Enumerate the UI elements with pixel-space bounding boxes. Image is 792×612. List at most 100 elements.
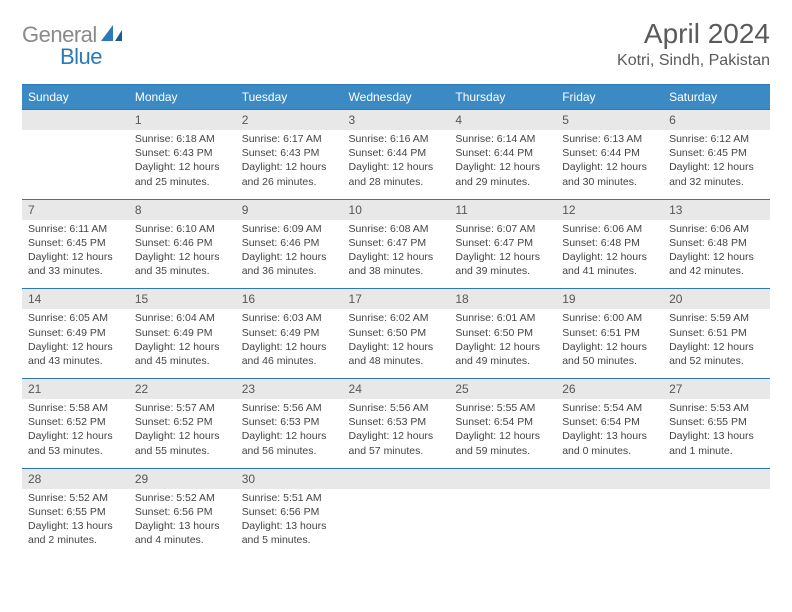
day-number	[556, 469, 663, 489]
day-number: 17	[343, 289, 450, 309]
day-number: 30	[236, 469, 343, 489]
day-number	[343, 469, 450, 489]
day-number: 28	[22, 469, 129, 489]
day-details: Sunrise: 6:17 AMSunset: 6:43 PMDaylight:…	[236, 130, 343, 199]
day-header: Wednesday	[343, 85, 450, 110]
day-details: Sunrise: 6:01 AMSunset: 6:50 PMDaylight:…	[449, 309, 556, 378]
calendar-day-cell: 28Sunrise: 5:52 AMSunset: 6:55 PMDayligh…	[22, 468, 129, 557]
day-number: 19	[556, 289, 663, 309]
day-number: 7	[22, 200, 129, 220]
day-header: Thursday	[449, 85, 556, 110]
day-number: 16	[236, 289, 343, 309]
day-number: 29	[129, 469, 236, 489]
day-details: Sunrise: 5:52 AMSunset: 6:55 PMDaylight:…	[22, 489, 129, 558]
day-number: 3	[343, 110, 450, 130]
day-details: Sunrise: 5:59 AMSunset: 6:51 PMDaylight:…	[663, 309, 770, 378]
day-number: 10	[343, 200, 450, 220]
day-number: 25	[449, 379, 556, 399]
calendar-day-cell: 3Sunrise: 6:16 AMSunset: 6:44 PMDaylight…	[343, 110, 450, 200]
day-number: 24	[343, 379, 450, 399]
day-number: 14	[22, 289, 129, 309]
day-header: Monday	[129, 85, 236, 110]
day-number: 9	[236, 200, 343, 220]
day-details: Sunrise: 6:10 AMSunset: 6:46 PMDaylight:…	[129, 220, 236, 289]
calendar-day-cell: 20Sunrise: 5:59 AMSunset: 6:51 PMDayligh…	[663, 289, 770, 379]
day-details: Sunrise: 5:56 AMSunset: 6:53 PMDaylight:…	[236, 399, 343, 468]
calendar-day-cell: 10Sunrise: 6:08 AMSunset: 6:47 PMDayligh…	[343, 199, 450, 289]
day-details: Sunrise: 6:18 AMSunset: 6:43 PMDaylight:…	[129, 130, 236, 199]
day-header: Tuesday	[236, 85, 343, 110]
day-number: 13	[663, 200, 770, 220]
day-number: 21	[22, 379, 129, 399]
calendar-empty-cell	[556, 468, 663, 557]
calendar-day-cell: 19Sunrise: 6:00 AMSunset: 6:51 PMDayligh…	[556, 289, 663, 379]
day-details: Sunrise: 5:55 AMSunset: 6:54 PMDaylight:…	[449, 399, 556, 468]
day-details: Sunrise: 6:11 AMSunset: 6:45 PMDaylight:…	[22, 220, 129, 289]
calendar-day-cell: 14Sunrise: 6:05 AMSunset: 6:49 PMDayligh…	[22, 289, 129, 379]
day-number: 5	[556, 110, 663, 130]
day-details: Sunrise: 6:00 AMSunset: 6:51 PMDaylight:…	[556, 309, 663, 378]
day-details: Sunrise: 6:03 AMSunset: 6:49 PMDaylight:…	[236, 309, 343, 378]
day-details: Sunrise: 6:06 AMSunset: 6:48 PMDaylight:…	[663, 220, 770, 289]
day-header: Friday	[556, 85, 663, 110]
calendar-day-cell: 26Sunrise: 5:54 AMSunset: 6:54 PMDayligh…	[556, 379, 663, 469]
title-block: April 2024 Kotri, Sindh, Pakistan	[617, 18, 770, 70]
day-number: 27	[663, 379, 770, 399]
calendar-day-cell: 11Sunrise: 6:07 AMSunset: 6:47 PMDayligh…	[449, 199, 556, 289]
day-details: Sunrise: 6:07 AMSunset: 6:47 PMDaylight:…	[449, 220, 556, 289]
day-details: Sunrise: 6:06 AMSunset: 6:48 PMDaylight:…	[556, 220, 663, 289]
calendar-day-cell: 12Sunrise: 6:06 AMSunset: 6:48 PMDayligh…	[556, 199, 663, 289]
calendar-day-cell: 1Sunrise: 6:18 AMSunset: 6:43 PMDaylight…	[129, 110, 236, 200]
day-number: 6	[663, 110, 770, 130]
day-details: Sunrise: 5:52 AMSunset: 6:56 PMDaylight:…	[129, 489, 236, 558]
calendar-day-cell: 24Sunrise: 5:56 AMSunset: 6:53 PMDayligh…	[343, 379, 450, 469]
day-details: Sunrise: 6:14 AMSunset: 6:44 PMDaylight:…	[449, 130, 556, 199]
calendar-day-cell: 21Sunrise: 5:58 AMSunset: 6:52 PMDayligh…	[22, 379, 129, 469]
day-number	[22, 110, 129, 130]
day-header-row: SundayMondayTuesdayWednesdayThursdayFrid…	[22, 85, 770, 110]
calendar-day-cell: 16Sunrise: 6:03 AMSunset: 6:49 PMDayligh…	[236, 289, 343, 379]
calendar-empty-cell	[22, 110, 129, 200]
calendar-empty-cell	[663, 468, 770, 557]
day-header: Saturday	[663, 85, 770, 110]
day-number: 26	[556, 379, 663, 399]
day-details: Sunrise: 5:53 AMSunset: 6:55 PMDaylight:…	[663, 399, 770, 468]
calendar-day-cell: 17Sunrise: 6:02 AMSunset: 6:50 PMDayligh…	[343, 289, 450, 379]
day-number	[449, 469, 556, 489]
month-title: April 2024	[617, 18, 770, 50]
day-details: Sunrise: 6:02 AMSunset: 6:50 PMDaylight:…	[343, 309, 450, 378]
day-details: Sunrise: 6:16 AMSunset: 6:44 PMDaylight:…	[343, 130, 450, 199]
location-text: Kotri, Sindh, Pakistan	[617, 52, 770, 70]
calendar-empty-cell	[343, 468, 450, 557]
day-number: 2	[236, 110, 343, 130]
calendar-table: SundayMondayTuesdayWednesdayThursdayFrid…	[22, 84, 770, 557]
day-number: 18	[449, 289, 556, 309]
calendar-week-row: 1Sunrise: 6:18 AMSunset: 6:43 PMDaylight…	[22, 110, 770, 200]
day-details: Sunrise: 6:05 AMSunset: 6:49 PMDaylight:…	[22, 309, 129, 378]
calendar-empty-cell	[449, 468, 556, 557]
calendar-week-row: 7Sunrise: 6:11 AMSunset: 6:45 PMDaylight…	[22, 199, 770, 289]
logo-text-blue: Blue	[60, 44, 102, 70]
day-number: 12	[556, 200, 663, 220]
day-number: 15	[129, 289, 236, 309]
day-number: 8	[129, 200, 236, 220]
day-details: Sunrise: 6:13 AMSunset: 6:44 PMDaylight:…	[556, 130, 663, 199]
calendar-day-cell: 15Sunrise: 6:04 AMSunset: 6:49 PMDayligh…	[129, 289, 236, 379]
calendar-day-cell: 23Sunrise: 5:56 AMSunset: 6:53 PMDayligh…	[236, 379, 343, 469]
calendar-day-cell: 8Sunrise: 6:10 AMSunset: 6:46 PMDaylight…	[129, 199, 236, 289]
day-details: Sunrise: 6:12 AMSunset: 6:45 PMDaylight:…	[663, 130, 770, 199]
calendar-day-cell: 25Sunrise: 5:55 AMSunset: 6:54 PMDayligh…	[449, 379, 556, 469]
day-number	[663, 469, 770, 489]
day-number: 11	[449, 200, 556, 220]
day-number: 1	[129, 110, 236, 130]
calendar-week-row: 14Sunrise: 6:05 AMSunset: 6:49 PMDayligh…	[22, 289, 770, 379]
header: General April 2024 Kotri, Sindh, Pakista…	[22, 18, 770, 70]
day-header: Sunday	[22, 85, 129, 110]
day-number: 4	[449, 110, 556, 130]
calendar-week-row: 21Sunrise: 5:58 AMSunset: 6:52 PMDayligh…	[22, 379, 770, 469]
day-details: Sunrise: 6:08 AMSunset: 6:47 PMDaylight:…	[343, 220, 450, 289]
calendar-day-cell: 5Sunrise: 6:13 AMSunset: 6:44 PMDaylight…	[556, 110, 663, 200]
day-details: Sunrise: 5:58 AMSunset: 6:52 PMDaylight:…	[22, 399, 129, 468]
calendar-day-cell: 2Sunrise: 6:17 AMSunset: 6:43 PMDaylight…	[236, 110, 343, 200]
calendar-day-cell: 7Sunrise: 6:11 AMSunset: 6:45 PMDaylight…	[22, 199, 129, 289]
